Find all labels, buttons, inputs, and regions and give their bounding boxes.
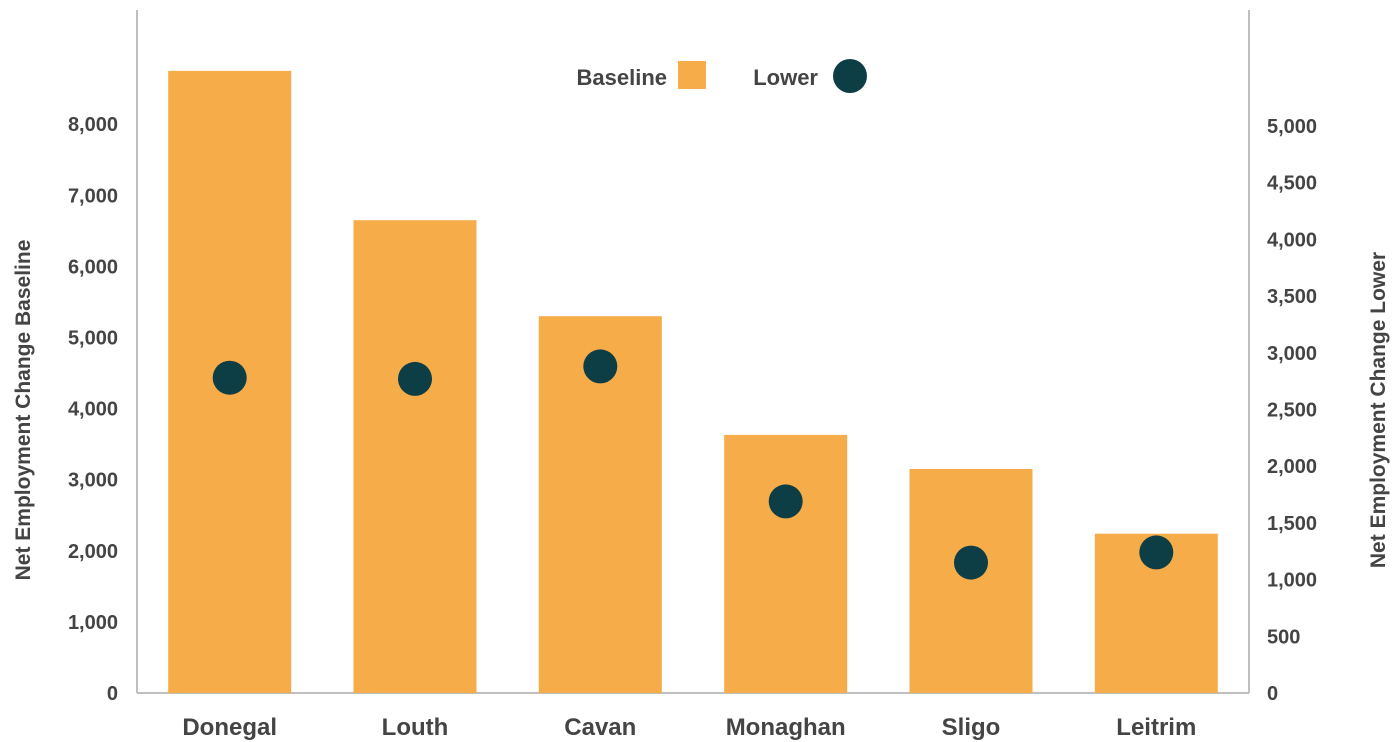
left-tick-label: 4,000 [68,399,118,421]
legend-label-lower: Lower [753,65,818,90]
category-label-donegal: Donegal [182,714,277,741]
bar-series-baseline [168,70,1218,693]
left-tick-label: 1,000 [68,612,118,634]
category-axis-labels: Donegal Louth Cavan Monaghan Sligo Leitrim [182,714,1196,741]
right-tick-label: 4,500 [1267,173,1317,195]
right-tick-label: 2,500 [1267,400,1317,422]
bar-monaghan [724,434,848,693]
right-tick-label: 1,500 [1267,513,1317,535]
left-tick-label: 7,000 [68,185,118,207]
point-donegal [212,360,247,395]
legend-swatch-lower [833,59,867,93]
left-tick-label: 2,000 [68,541,118,563]
left-axis-tick-labels: 0 1,000 2,000 3,000 4,000 5,000 6,000 7,000 8,00… [68,114,118,705]
legend: Baseline Lower [577,59,867,93]
point-cavan [583,349,618,384]
right-tick-label: 5,000 [1267,116,1317,138]
right-tick-label: 0 [1267,683,1278,705]
right-axis-title: Net Employment Change Lower [1367,252,1390,568]
left-tick-label: 3,000 [68,470,118,492]
bar-louth [353,220,477,693]
right-tick-label: 4,000 [1267,229,1317,251]
legend-label-baseline: Baseline [577,65,668,90]
category-label-cavan: Cavan [564,714,636,741]
point-louth [398,361,432,396]
category-label-sligo: Sligo [942,714,1001,741]
right-tick-label: 1,000 [1267,570,1317,592]
right-tick-label: 2,000 [1267,456,1317,478]
legend-swatch-baseline [678,61,706,89]
left-axis-title: Net Employment Change Baseline [12,240,35,581]
left-tick-label: 0 [107,683,118,705]
category-label-monaghan: Monaghan [726,714,846,741]
right-tick-label: 3,500 [1267,286,1317,308]
left-tick-label: 6,000 [68,256,118,278]
point-leitrim [1139,535,1174,570]
point-sligo [954,545,988,580]
category-label-louth: Louth [382,714,449,741]
right-tick-label: 3,000 [1267,343,1317,365]
plot-area [136,10,1250,694]
right-axis-tick-labels: 0 500 1,000 1,500 2,000 2,500 3,000 3,500 4,000 4… [1267,116,1317,705]
category-label-leitrim: Leitrim [1116,714,1196,741]
left-tick-label: 8,000 [68,114,118,136]
bar-sligo [909,469,1033,693]
right-tick-label: 500 [1267,626,1300,648]
point-monaghan [768,484,803,519]
left-tick-label: 5,000 [68,328,118,350]
scatter-series-lower [212,349,1174,580]
